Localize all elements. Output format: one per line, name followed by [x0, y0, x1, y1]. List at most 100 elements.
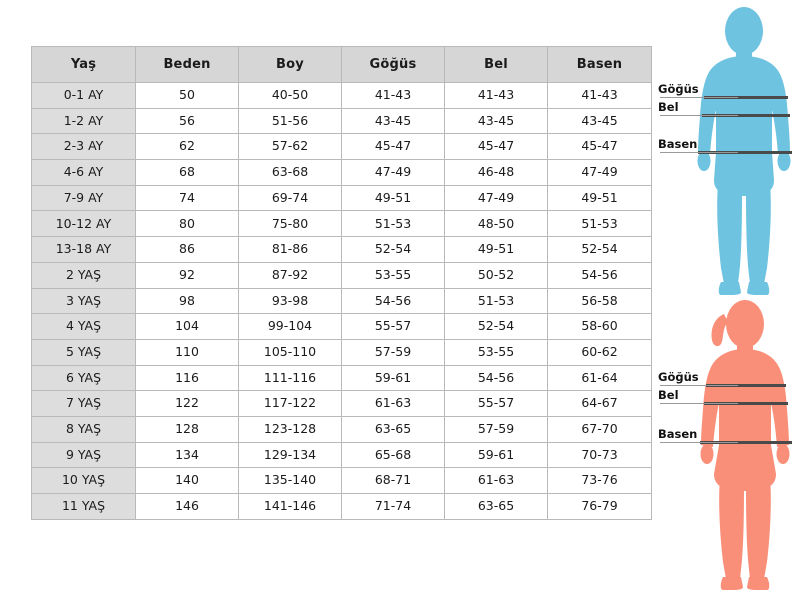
cell-bel: 57-59 — [444, 415, 548, 443]
cell-bel: 48-50 — [444, 210, 548, 238]
cell-basen: 61-64 — [547, 364, 652, 392]
cell-age: 10 YAŞ — [31, 467, 136, 494]
cell-gogus: 63-65 — [341, 415, 445, 443]
cell-age: 2 YAŞ — [31, 261, 136, 289]
cell-boy: 129-134 — [238, 441, 342, 469]
column-header-boy: Boy — [238, 46, 342, 83]
boy-waist-measure-band — [702, 114, 790, 117]
cell-boy: 40-50 — [238, 82, 342, 109]
cell-basen: 70-73 — [547, 441, 652, 469]
girl-waist-leader-line — [660, 403, 738, 404]
cell-boy: 69-74 — [238, 184, 342, 212]
cell-age: 3 YAŞ — [31, 287, 136, 315]
table-row: 4 YAŞ 104 99-104 55-57 52-54 58-60 — [31, 313, 652, 340]
cell-bel: 45-47 — [444, 133, 548, 161]
table-row: 2 YAŞ 92 87-92 53-55 50-52 54-56 — [31, 261, 652, 289]
cell-basen: 73-76 — [547, 467, 652, 494]
girl-body-silhouette-icon — [700, 300, 790, 590]
cell-boy: 63-68 — [238, 159, 342, 186]
cell-boy: 141-146 — [238, 493, 342, 520]
cell-basen: 41-43 — [547, 82, 652, 109]
girl-chest-leader-line — [660, 385, 738, 386]
cell-basen: 49-51 — [547, 184, 652, 212]
column-header-yas: Yaş — [31, 46, 136, 83]
cell-basen: 67-70 — [547, 415, 652, 443]
table-row: 7-9 AY 74 69-74 49-51 47-49 49-51 — [31, 184, 652, 212]
cell-beden: 140 — [135, 467, 239, 494]
table-header: Yaş Beden Boy Göğüs Bel Basen — [31, 46, 652, 83]
girl-hip-label: Basen — [658, 427, 698, 441]
cell-beden: 110 — [135, 338, 239, 366]
cell-age: 0-1 AY — [31, 82, 136, 109]
cell-bel: 51-53 — [444, 287, 548, 315]
cell-age: 4 YAŞ — [31, 313, 136, 340]
cell-gogus: 53-55 — [341, 261, 445, 289]
cell-beden: 62 — [135, 133, 239, 161]
cell-boy: 75-80 — [238, 210, 342, 238]
cell-basen: 51-53 — [547, 210, 652, 238]
table-row: 6 YAŞ 116 111-116 59-61 54-56 61-64 — [31, 364, 652, 392]
cell-basen: 52-54 — [547, 236, 652, 263]
cell-basen: 64-67 — [547, 390, 652, 417]
table-row: 0-1 AY 50 40-50 41-43 41-43 41-43 — [31, 82, 652, 109]
cell-age: 9 YAŞ — [31, 441, 136, 469]
cell-boy: 111-116 — [238, 364, 342, 392]
table-row: 4-6 AY 68 63-68 47-49 46-48 47-49 — [31, 159, 652, 186]
cell-beden: 134 — [135, 441, 239, 469]
cell-basen: 54-56 — [547, 261, 652, 289]
cell-gogus: 54-56 — [341, 287, 445, 315]
cell-gogus: 71-74 — [341, 493, 445, 520]
table-row: 11 YAŞ 146 141-146 71-74 63-65 76-79 — [31, 493, 652, 520]
cell-gogus: 59-61 — [341, 364, 445, 392]
cell-age: 1-2 AY — [31, 107, 136, 135]
cell-age: 6 YAŞ — [31, 364, 136, 392]
boy-chest-leader-line — [660, 97, 738, 98]
girl-chest-measure-band — [706, 384, 786, 387]
girl-waist-measure-band — [704, 402, 788, 405]
cell-gogus: 51-53 — [341, 210, 445, 238]
size-chart-table: Yaş Beden Boy Göğüs Bel Basen 0-1 AY 50 40… — [31, 46, 652, 520]
cell-boy: 87-92 — [238, 261, 342, 289]
cell-beden: 56 — [135, 107, 239, 135]
cell-age: 8 YAŞ — [31, 415, 136, 443]
cell-beden: 116 — [135, 364, 239, 392]
girl-hip-leader-line — [660, 442, 738, 443]
girl-waist-label: Bel — [658, 388, 679, 402]
column-header-bel: Bel — [444, 46, 548, 83]
cell-basen: 60-62 — [547, 338, 652, 366]
cell-basen: 45-47 — [547, 133, 652, 161]
cell-gogus: 57-59 — [341, 338, 445, 366]
boy-hip-label: Basen — [658, 137, 698, 151]
cell-gogus: 45-47 — [341, 133, 445, 161]
table-body: 0-1 AY 50 40-50 41-43 41-43 41-43 1-2 AY 56 51-5… — [31, 82, 652, 520]
cell-boy: 123-128 — [238, 415, 342, 443]
cell-gogus: 52-54 — [341, 236, 445, 263]
cell-gogus: 49-51 — [341, 184, 445, 212]
column-header-beden: Beden — [135, 46, 239, 83]
cell-beden: 146 — [135, 493, 239, 520]
cell-boy: 57-62 — [238, 133, 342, 161]
cell-gogus: 55-57 — [341, 313, 445, 340]
cell-gogus: 65-68 — [341, 441, 445, 469]
cell-gogus: 41-43 — [341, 82, 445, 109]
cell-bel: 41-43 — [444, 82, 548, 109]
cell-beden: 92 — [135, 261, 239, 289]
cell-basen: 76-79 — [547, 493, 652, 520]
boy-waist-label: Bel — [658, 100, 679, 114]
boy-chest-measure-band — [704, 96, 788, 99]
table-row: 13-18 AY 86 81-86 52-54 49-51 52-54 — [31, 236, 652, 263]
cell-bel: 49-51 — [444, 236, 548, 263]
boy-hip-leader-line — [660, 152, 738, 153]
cell-beden: 86 — [135, 236, 239, 263]
cell-age: 11 YAŞ — [31, 493, 136, 520]
boy-waist-leader-line — [660, 115, 738, 116]
cell-bel: 63-65 — [444, 493, 548, 520]
cell-age: 7 YAŞ — [31, 390, 136, 417]
boy-hip-measure-band — [698, 151, 792, 154]
cell-bel: 47-49 — [444, 184, 548, 212]
cell-gogus: 43-45 — [341, 107, 445, 135]
cell-boy: 117-122 — [238, 390, 342, 417]
table-row: 10-12 AY 80 75-80 51-53 48-50 51-53 — [31, 210, 652, 238]
table-row: 5 YAŞ 110 105-110 57-59 53-55 60-62 — [31, 338, 652, 366]
table-row: 3 YAŞ 98 93-98 54-56 51-53 56-58 — [31, 287, 652, 315]
